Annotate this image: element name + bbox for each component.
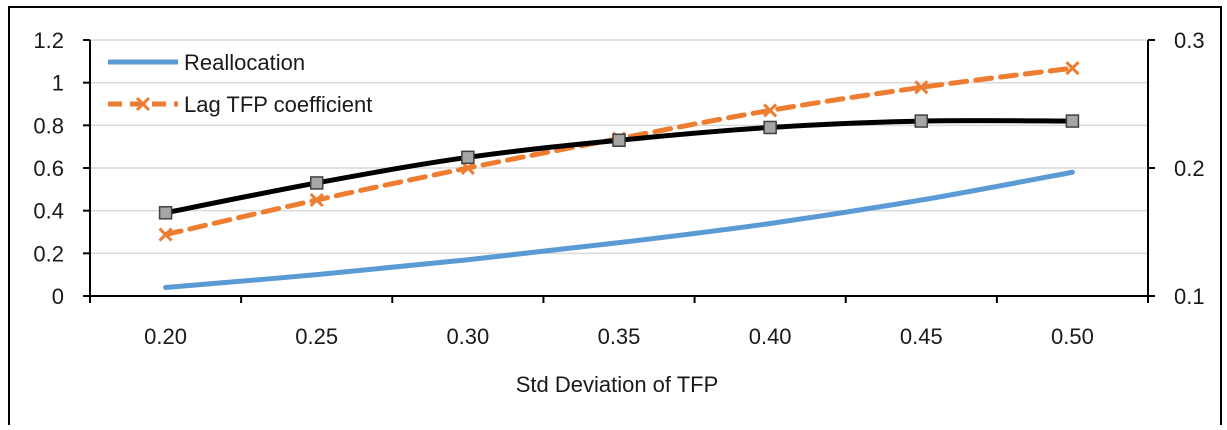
data-point-square-marker — [309, 176, 324, 190]
legend-x-marker-icon — [135, 96, 151, 112]
y-left-tick-label: 1.2 — [33, 28, 64, 53]
x-axis-title: Std Deviation of TFP — [516, 372, 719, 397]
y-left-tick-label: 1 — [52, 71, 64, 96]
marker-stroke — [914, 80, 929, 95]
data-point-square-marker — [612, 133, 626, 148]
data-point-x-marker — [309, 192, 324, 208]
legend: Reallocation Lag TFP coefficient — [108, 50, 372, 117]
x-tick-label: 0.20 — [144, 324, 187, 349]
y-left-tick-label: 0 — [52, 284, 64, 309]
series-reallocation — [163, 169, 1075, 290]
data-point-x-marker — [158, 227, 173, 242]
data-point-x-marker — [914, 80, 929, 95]
x-tick-label: 0.50 — [1051, 324, 1094, 349]
x-tick-label: 0.40 — [749, 324, 792, 349]
marker-stroke — [309, 192, 324, 208]
marker-stroke — [763, 103, 778, 118]
data-point-square-marker — [461, 150, 475, 165]
data-point-x-marker — [1065, 61, 1080, 76]
series-series-3 — [158, 114, 1080, 220]
y-right-tick-label: 0.3 — [1174, 28, 1205, 53]
x-tick-label: 0.35 — [598, 324, 641, 349]
x-tick-label: 0.45 — [900, 324, 943, 349]
legend-label-reallocation: Reallocation — [184, 50, 305, 75]
marker-stroke — [158, 227, 173, 242]
tick-labels: 0 0.2 0.4 0.6 0.8 1 1.2 0.1 0.2 0.3 0.20 0.25 0.30 0.… — [33, 28, 1204, 349]
x-tick-label: 0.25 — [295, 324, 338, 349]
axes — [83, 39, 1155, 303]
marker-stroke — [1065, 61, 1080, 76]
data-point-square-marker — [158, 206, 173, 220]
y-left-tick-label: 0.8 — [33, 113, 64, 138]
series-line-reallocation — [163, 169, 1075, 290]
y-left-tick-label: 0.4 — [33, 199, 64, 224]
y-left-tick-label: 0.2 — [33, 241, 64, 266]
y-right-tick-label: 0.2 — [1174, 156, 1205, 181]
x-tick-label: 0.30 — [446, 324, 489, 349]
legend-label-lag-tfp: Lag TFP coefficient — [184, 92, 372, 117]
data-point-square-marker — [1065, 114, 1080, 128]
legend-item-lag-tfp: Lag TFP coefficient — [108, 92, 372, 117]
series-lag-tfp-coefficient — [158, 61, 1080, 242]
legend-item-reallocation: Reallocation — [108, 50, 305, 75]
series-group — [158, 61, 1080, 290]
data-point-square-marker — [914, 114, 929, 128]
data-point-x-marker — [763, 103, 778, 118]
y-left-tick-label: 0.6 — [33, 156, 64, 181]
y-right-tick-label: 0.1 — [1174, 284, 1205, 309]
data-point-square-marker — [763, 120, 777, 135]
